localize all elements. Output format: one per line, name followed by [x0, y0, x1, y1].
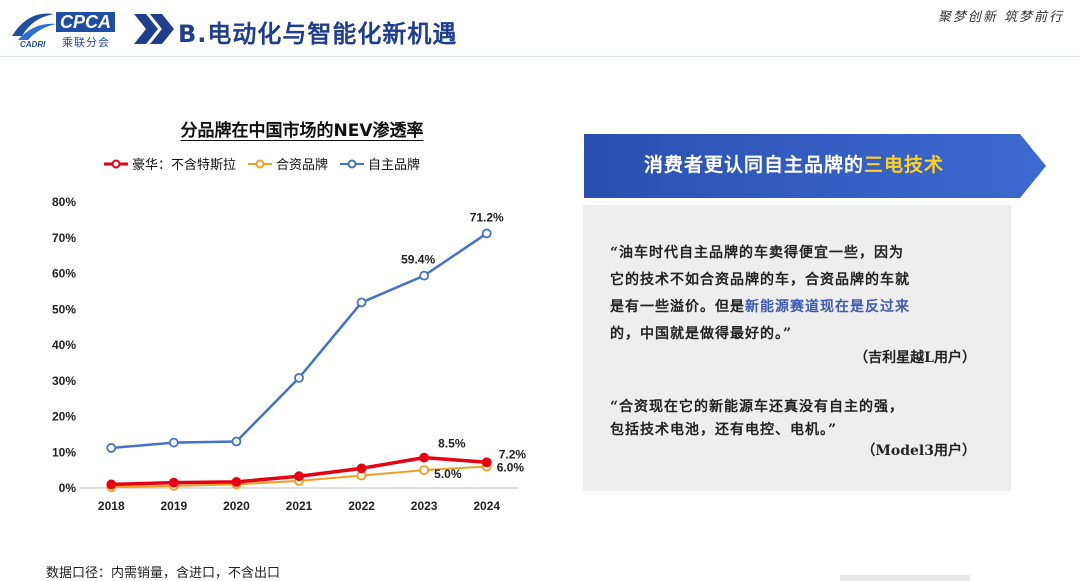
quote2-source: （Model3用户）	[861, 443, 976, 459]
watermark-strip-icon	[840, 575, 970, 581]
data-point-luxury	[168, 477, 179, 488]
data-point-joint	[419, 465, 430, 476]
y-tick-label: 70%	[52, 231, 76, 245]
x-tick-label: 2020	[223, 499, 250, 513]
data-point-domestic	[168, 437, 179, 448]
x-tick-label: 2018	[98, 499, 125, 513]
quote2-line1: “合资现在它的新能源车还真没有自主的强，	[610, 399, 905, 415]
panel-banner	[584, 134, 1046, 198]
logo-text: CPCA	[56, 12, 116, 32]
quote1-source: （吉利星越L用户）	[854, 350, 976, 366]
banner-text-main: 消费者更认同自主品牌的	[643, 154, 864, 176]
quote1-line3-highlight: 新能源赛道现在是反过来	[745, 299, 910, 315]
logo-swoosh-icon	[12, 13, 56, 40]
y-tick-label: 20%	[52, 410, 76, 424]
x-tick-label: 2024	[473, 499, 500, 513]
data-label-luxury: 8.5%	[438, 437, 466, 451]
y-tick-label: 60%	[52, 267, 76, 281]
legend-marker-domestic	[340, 159, 365, 168]
legend-item-luxury: 豪华：不含特斯拉	[104, 154, 236, 173]
data-point-domestic	[419, 270, 430, 281]
quote1-line1: “油车时代自主品牌的车卖得便宜一些，因为	[610, 245, 905, 261]
y-tick-label: 50%	[52, 302, 76, 316]
data-label-domestic: 71.2%	[470, 210, 504, 224]
legend-label-joint: 合资品牌	[276, 158, 329, 173]
data-footnote: 数据口径：内需销量，含进口，不含出口	[46, 566, 281, 581]
data-point-domestic	[356, 297, 367, 308]
legend-item-joint: 合资品牌	[248, 154, 328, 173]
legend-marker-luxury	[104, 159, 128, 168]
data-label-luxury: 7.2%	[499, 447, 527, 461]
cpca-logo: CPCA 乘联分会 CADRI	[8, 6, 124, 50]
data-point-domestic	[231, 436, 242, 447]
data-point-luxury	[294, 471, 304, 482]
data-label-domestic: 59.4%	[401, 253, 435, 267]
data-point-domestic	[294, 372, 304, 383]
quote1-line3-plain: 是有一些溢价。但是	[610, 299, 745, 315]
quote2-line2: 包括技术电池，还有电控、电机。”	[610, 422, 838, 438]
y-tick-label: 30%	[52, 374, 76, 388]
banner-text-highlight: 三电技术	[864, 154, 945, 176]
nev-penetration-chart: 0% 10% 20% 30% 40% 50% 60% 70% 80% 2018 2019 2020 20…	[52, 195, 527, 513]
logo-subtext: 乘联分会	[62, 36, 110, 49]
legend-label-luxury: 豪华：不含特斯拉	[132, 158, 237, 173]
data-point-luxury	[481, 457, 492, 468]
y-tick-label: 40%	[52, 338, 76, 352]
panel-banner-title: 消费者更认同自主品牌的三电技术	[584, 150, 1004, 177]
y-tick-label: 0%	[59, 481, 77, 495]
legend-item-domestic: 自主品牌	[340, 154, 420, 173]
data-point-domestic	[106, 443, 117, 453]
logo-cadri-text: CADRI	[20, 40, 46, 49]
header-divider	[0, 56, 1080, 57]
watermark	[840, 574, 970, 581]
y-tick-label: 80%	[52, 195, 76, 209]
data-label-joint: 6.0%	[497, 461, 525, 475]
x-tick-label: 2021	[286, 499, 313, 513]
data-point-luxury	[356, 463, 367, 474]
chart-title: 分品牌在中国市场的NEV渗透率	[180, 121, 424, 141]
x-tick-label: 2019	[161, 499, 188, 513]
page-title: B.电动化与智能化新机遇	[178, 20, 458, 48]
legend-label-domestic: 自主品牌	[368, 158, 421, 173]
quote1-line3: 是有一些溢价。但是新能源赛道现在是反过来	[610, 294, 990, 321]
data-label-joint: 5.0%	[434, 467, 462, 481]
double-chevron-icon	[134, 14, 174, 44]
data-point-luxury	[106, 479, 117, 490]
legend-marker-joint	[248, 159, 273, 168]
x-tick-label: 2022	[348, 499, 375, 513]
quote1-line2: 它的技术不如合资品牌的车，合资品牌的车就	[610, 272, 910, 288]
y-tick-label: 10%	[52, 445, 76, 459]
data-point-luxury	[231, 477, 242, 487]
data-point-domestic	[481, 228, 492, 239]
x-tick-label: 2023	[411, 499, 438, 513]
chart-legend: 豪华：不含特斯拉 合资品牌 自主品牌	[104, 154, 420, 173]
data-point-luxury	[419, 452, 430, 463]
quote-box	[583, 205, 1011, 491]
quote1-line4: 的，中国就是做得最好的。”	[610, 326, 793, 342]
slogan: 聚梦创新 筑梦前行	[937, 10, 1064, 25]
